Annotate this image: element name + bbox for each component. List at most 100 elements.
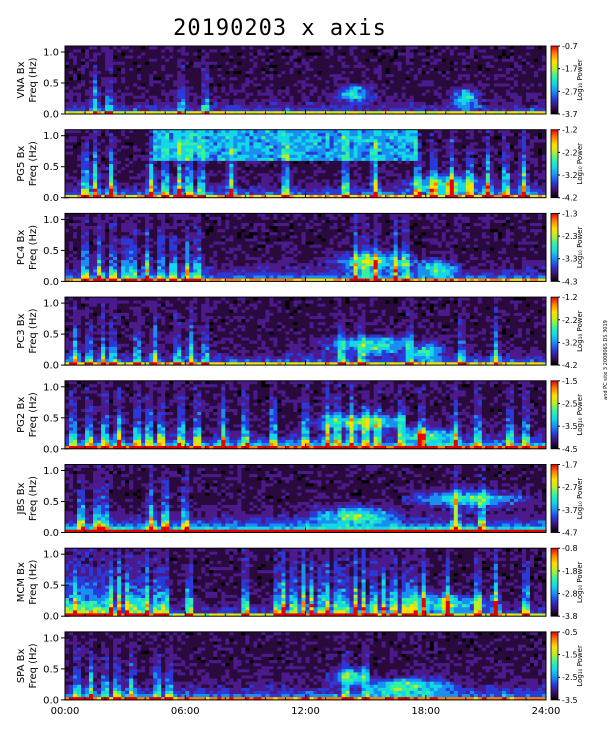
panel-station-label: MCM Bx [16,562,27,602]
colorbar-tick-label: -2.2 [562,148,578,157]
panel-jbs: 0.0 0.5 1.0 JBS Bx Freq (Hz) -1.7 -2.7 -3.7 -4.7… [16,461,584,540]
colorbar-title: Log₁₀ Power [576,478,584,520]
y-tick-label: 0.0 [43,361,59,372]
colorbar-tick-label: -3.5 [562,696,578,705]
panel-station-label: JBS Bx [16,482,27,515]
colorbar-title: Log₁₀ Power [576,227,584,269]
colorbar-tick-label: -3.2 [562,338,578,347]
colorbar-tick-label: -2.5 [562,673,578,682]
panel-station-label: PC4 Bx [16,230,27,265]
y-tick-label: 1.0 [43,48,59,59]
y-tick-label: 1.0 [43,299,59,310]
y-tick-label: 0.5 [43,664,59,675]
colorbar-tick-label: -3.5 [562,422,578,431]
colorbar-tick-label: -1.3 [562,209,578,218]
side-note: and PC site 3 200806S DS 3019 [603,320,609,400]
colorbar-tick-label: -1.7 [562,461,578,470]
y-tick-label: 1.0 [43,466,59,477]
colorbar-tick-label: -1.2 [562,126,578,135]
spectrogram-cells [65,129,547,198]
colorbar-tick-label: -3.3 [562,255,578,264]
spectrogram-cells [65,380,547,450]
x-tick-label: 12:00 [291,706,320,717]
spectrogram-cells [65,464,547,533]
y-tick-label: 0.5 [43,79,59,90]
y-tick-label: 0.0 [43,110,59,121]
panel-station-label: VNA Bx [16,61,27,98]
colorbar-tick-label: -1.8 [562,567,578,576]
colorbar-title: Log₁₀ Power [576,394,584,436]
colorbar-tick-label: -0.7 [562,42,578,51]
y-tick-label: 0.0 [43,444,59,455]
colorbar [550,631,559,701]
panel-station-label: PG5 Bx [16,146,27,182]
colorbar-tick-label: -4.5 [562,445,578,454]
colorbar-tick-label: -3.7 [562,506,578,515]
panel-pc3: 0.0 0.5 1.0 PC3 Bx Freq (Hz) -1.2 -2.2 -3.2 -4.2… [16,293,584,372]
y-tick-label: 0.5 [43,497,59,508]
panel-vna: 0.0 0.5 1.0 VNA Bx Freq (Hz) -0.7 -1.7 -2.7 -3.7… [16,42,584,121]
spectrogram-cells [65,297,547,366]
panel-pc4: 0.0 0.5 1.0 PC4 Bx Freq (Hz) -1.3 -2.3 -3.3 -4.3… [16,209,584,288]
spectrogram-cells [65,46,547,115]
panel-frequency-label: Freq (Hz) [28,225,39,270]
x-tick-label: 18:00 [411,706,440,717]
colorbar [550,380,559,450]
panel-frequency-label: Freq (Hz) [28,476,39,521]
spectrogram-cells [65,631,547,701]
colorbar-tick-label: -0.8 [562,544,578,553]
colorbar-tick-label: -3.7 [562,110,578,119]
colorbar-tick-label: -2.5 [562,399,578,408]
panel-mcm: 0.0 0.5 1.0 MCM Bx Freq (Hz) -0.8 -1.8 -2.8 -3.8… [16,544,584,623]
y-tick-label: 1.0 [43,131,59,142]
y-tick-label: 0.0 [43,612,59,623]
panel-station-label: PC3 Bx [16,313,27,348]
colorbar-title: Log₁₀ Power [576,310,584,352]
x-tick-label: 24:00 [532,706,561,717]
colorbar-tick-label: -0.5 [562,628,578,637]
colorbar [550,212,559,282]
panel-frequency-label: Freq (Hz) [28,392,39,437]
panel-station-label: SPA Bx [16,649,27,684]
panel-frequency-label: Freq (Hz) [28,560,39,605]
y-tick-label: 0.5 [43,581,59,592]
spectrogram-cells [65,213,547,282]
y-tick-label: 0.5 [43,330,59,341]
panel-frequency-label: Freq (Hz) [28,643,39,688]
colorbar-tick-label: -2.7 [562,87,578,96]
spectrogram-cells [65,548,547,617]
y-tick-label: 0.5 [43,246,59,257]
colorbar-tick-label: -2.3 [562,232,578,241]
colorbar [550,45,559,115]
y-tick-label: 0.0 [43,695,59,706]
colorbar [550,296,559,366]
colorbar-tick-label: -3.8 [562,612,578,621]
colorbar-tick-label: -4.2 [562,361,578,370]
colorbar-tick-label: -1.5 [562,377,578,386]
panel-station-label: PG2 Bx [16,397,27,433]
colorbar-tick-label: -4.2 [562,194,578,203]
colorbar-tick-label: -3.2 [562,171,578,180]
colorbar-tick-label: -2.2 [562,316,578,325]
panel-pg5: 0.0 0.5 1.0 PG5 Bx Freq (Hz) -1.2 -2.2 -3.2 -4.2… [16,126,584,205]
colorbar-tick-label: -2.8 [562,590,578,599]
colorbar-tick-label: -4.3 [562,277,578,286]
colorbar-tick-label: -1.5 [562,651,578,660]
colorbar-title: Log₁₀ Power [576,645,584,687]
x-tick-label: 06:00 [171,706,200,717]
colorbar-tick-label: -1.2 [562,293,578,302]
colorbar-tick-label: -1.7 [562,65,578,74]
panel-frequency-label: Freq (Hz) [28,57,39,102]
colorbar [550,464,559,533]
y-tick-label: 0.0 [43,193,59,204]
y-tick-label: 1.0 [43,382,59,393]
panel-pg2: 0.0 0.5 1.0 PG2 Bx Freq (Hz) -1.5 -2.5 -3.5 -4.5… [16,377,584,456]
panel-frequency-label: Freq (Hz) [28,308,39,353]
panel-spa: 0.0 0.5 1.0 SPA Bx Freq (Hz) -0.5 -1.5 -2.5 -3.5… [16,628,584,717]
y-tick-label: 1.0 [43,633,59,644]
colorbar [550,129,559,199]
y-tick-label: 1.0 [43,215,59,226]
colorbar-title: Log₁₀ Power [576,143,584,185]
colorbar-tick-label: -2.7 [562,483,578,492]
y-tick-label: 0.5 [43,413,59,424]
